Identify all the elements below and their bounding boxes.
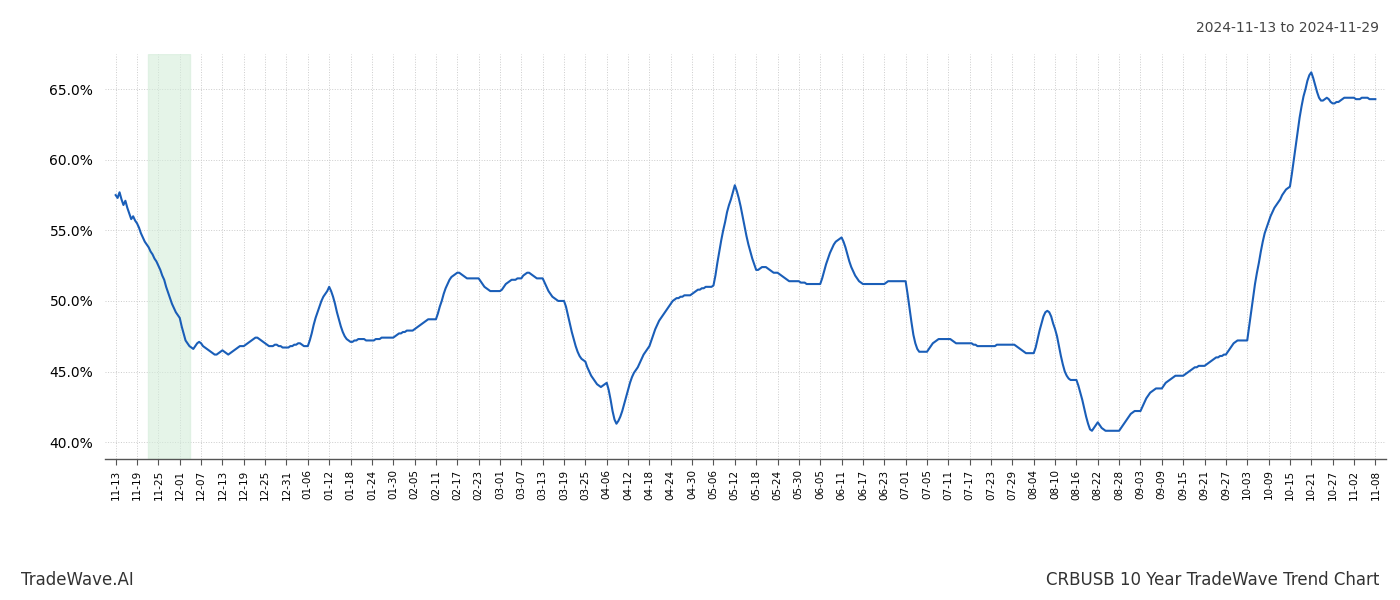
Text: CRBUSB 10 Year TradeWave Trend Chart: CRBUSB 10 Year TradeWave Trend Chart (1046, 571, 1379, 589)
Text: TradeWave.AI: TradeWave.AI (21, 571, 134, 589)
Text: 2024-11-13 to 2024-11-29: 2024-11-13 to 2024-11-29 (1196, 21, 1379, 35)
Bar (148, 54, 190, 459)
